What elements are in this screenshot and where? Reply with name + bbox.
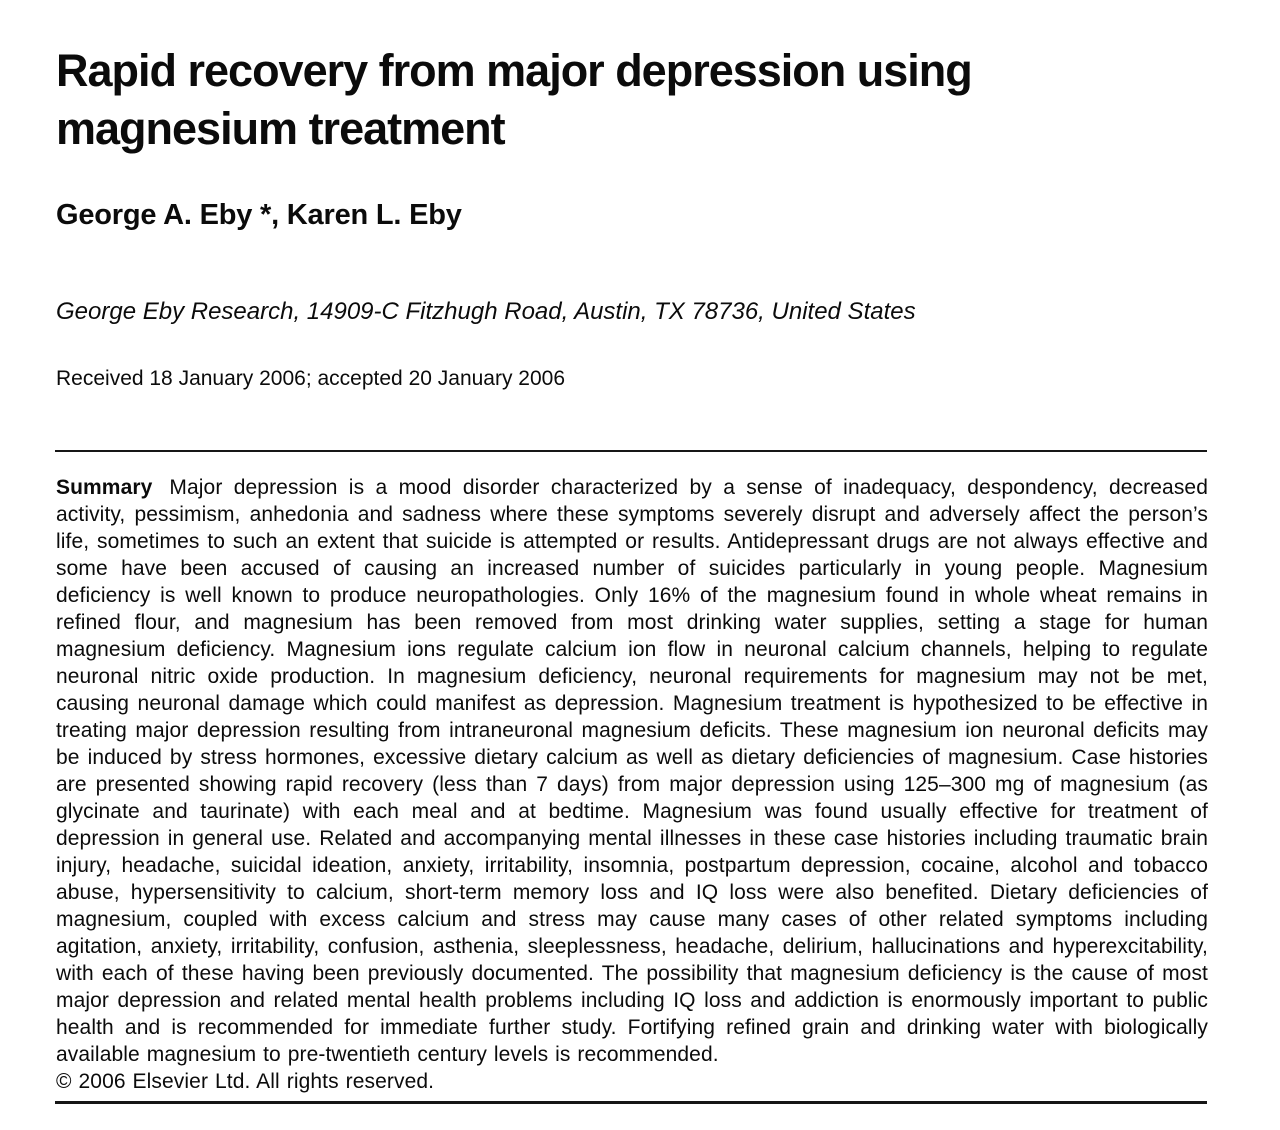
abstract-section: Summary Major depression is a mood disord… (56, 474, 1208, 1095)
summary-paragraph: Summary Major depression is a mood disord… (56, 474, 1208, 1068)
summary-label: Summary (56, 476, 153, 499)
affiliation-line: George Eby Research, 14909-C Fitzhugh Ro… (56, 298, 916, 325)
header-divider (55, 450, 1207, 452)
received-dates: Received 18 January 2006; accepted 20 Ja… (56, 367, 566, 390)
footer-divider (55, 1101, 1207, 1104)
page-title: Rapid recovery from major depression usi… (56, 45, 973, 154)
copyright-notice: © 2006 Elsevier Ltd. All rights reserved… (56, 1070, 435, 1093)
summary-body: Major depression is a mood disorder char… (56, 476, 1208, 1066)
authors-line: George A. Eby *, Karen L. Eby (56, 199, 462, 231)
